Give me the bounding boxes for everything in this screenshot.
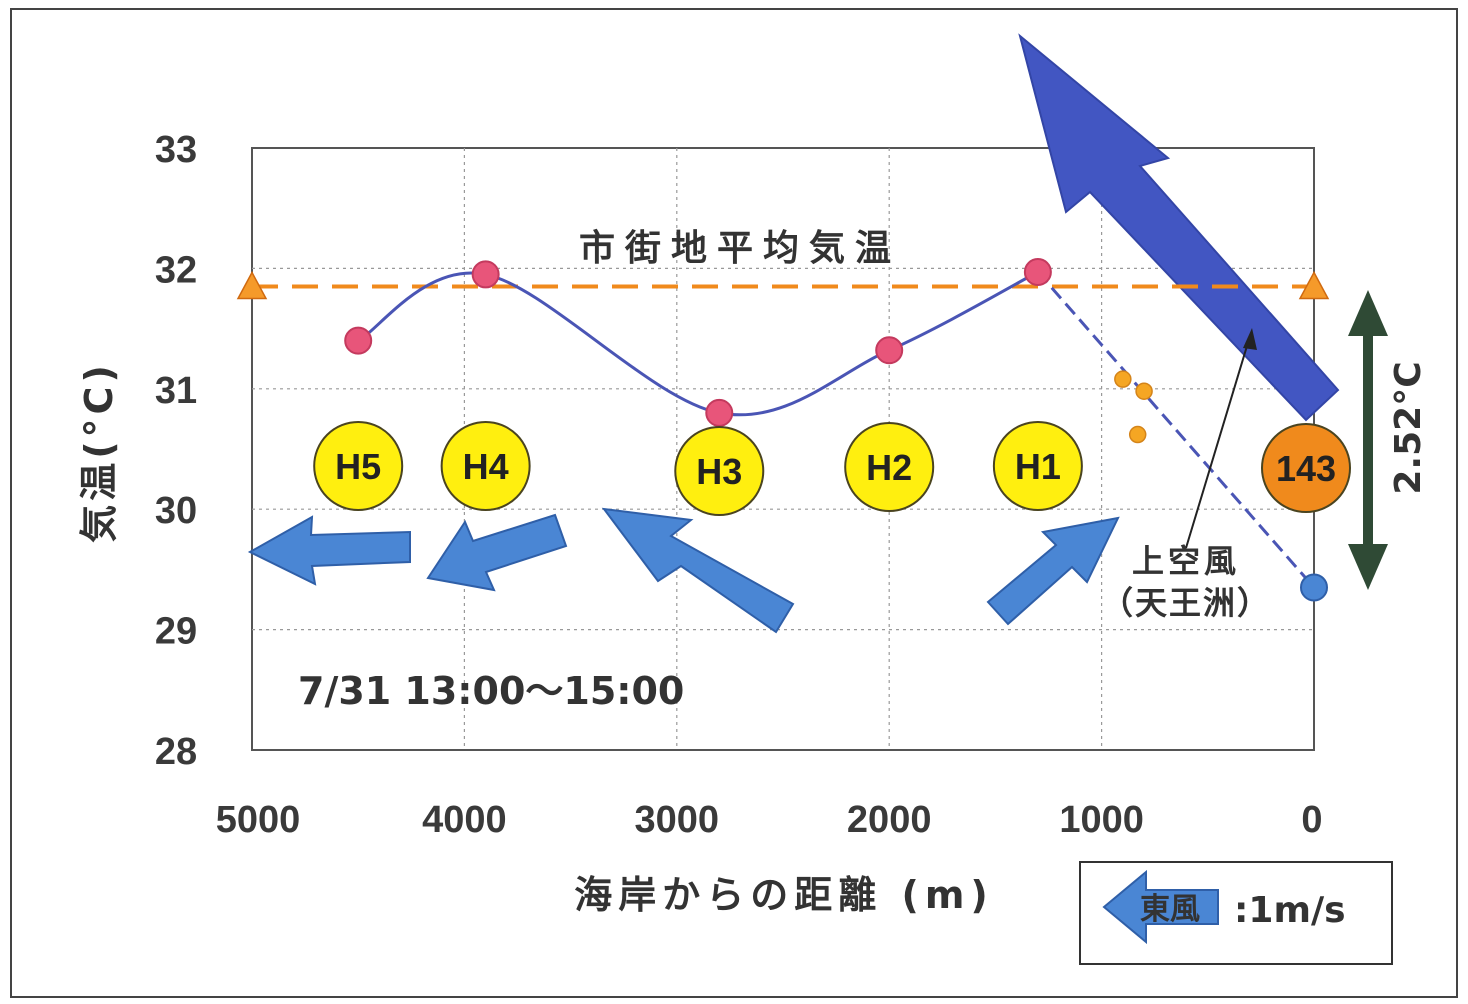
- site-label: H4: [463, 446, 509, 487]
- difference-arrow: [1348, 290, 1388, 590]
- site-label: H3: [696, 451, 742, 492]
- wind-arrow-h4: [426, 513, 568, 592]
- data-point-coast: [1300, 573, 1328, 602]
- y-tick-label: 28: [155, 731, 197, 773]
- upper-wind-pointer-head: [1243, 328, 1257, 350]
- x-tick-label: 3000: [635, 799, 720, 841]
- orange-dot: [1128, 425, 1147, 444]
- y-tick-labels: 28 29 30 31 32 33: [155, 129, 197, 773]
- site-label: 143: [1276, 448, 1336, 489]
- data-point: [875, 336, 904, 365]
- site-marker: [1261, 423, 1351, 513]
- x-tick-label: 1000: [1059, 799, 1144, 841]
- x-tick-labels: 5000 4000 3000 2000 1000 0: [216, 799, 1323, 841]
- x-tick-label: 5000: [216, 799, 301, 841]
- upper-wind-arrow: [1018, 33, 1340, 422]
- y-axis-title: 気温(°C): [77, 361, 121, 543]
- upper-wind-pointer: [1185, 335, 1251, 549]
- data-point: [471, 260, 500, 289]
- orange-dot: [1114, 370, 1132, 388]
- reference-marker-right: [1298, 270, 1330, 300]
- y-tick-label: 29: [155, 611, 197, 653]
- data-points: [344, 258, 1328, 602]
- wind-arrow-h5: [247, 515, 411, 586]
- site-marker: [674, 426, 765, 516]
- legend-scale-text: :1m/s: [1234, 890, 1346, 931]
- wind-arrow-h1: [986, 516, 1120, 626]
- data-point: [1023, 258, 1052, 287]
- site-label: H2: [866, 447, 912, 488]
- site-marker: [844, 422, 935, 512]
- x-tick-label: 0: [1301, 799, 1322, 841]
- upper-wind-location: （天王洲）: [1101, 584, 1271, 622]
- y-tick-label: 30: [155, 490, 197, 532]
- y-tick-label: 31: [155, 370, 197, 412]
- wind-arrows: [247, 33, 1340, 634]
- legend: 東風 :1m/s: [1079, 861, 1393, 965]
- data-point: [705, 398, 734, 427]
- site-marker: [992, 421, 1083, 511]
- site-label: H1: [1015, 446, 1061, 487]
- site-label: H5: [335, 446, 381, 487]
- x-tick-label: 2000: [847, 799, 932, 841]
- difference-label: 2.52°C: [1388, 361, 1429, 494]
- x-axis-title: 海岸からの距離 (m): [574, 873, 994, 917]
- wind-arrow-h3: [601, 507, 795, 634]
- reference-marker-left: [236, 270, 268, 300]
- x-tick-label: 4000: [422, 799, 507, 841]
- reference-line-label: 市街地平均気温: [579, 228, 901, 269]
- legend-arrow-label: 東風: [1140, 892, 1200, 927]
- y-tick-label: 32: [155, 249, 197, 291]
- data-point: [344, 326, 373, 355]
- temperature-dashed-line: [1036, 271, 1316, 589]
- site-markers: H5 H4 H3 H2 H1 143: [313, 421, 1351, 516]
- period-label: 7/31 13:00～15:00: [298, 669, 684, 713]
- y-tick-label: 33: [155, 129, 197, 171]
- site-marker: [313, 421, 404, 511]
- orange-dot: [1135, 382, 1153, 400]
- upper-wind-label: 上空風: [1132, 542, 1240, 580]
- site-marker: [440, 421, 531, 511]
- plot-area: [251, 147, 1315, 751]
- orange-dots: [1114, 370, 1153, 444]
- legend-wind-arrow: [1102, 869, 1219, 945]
